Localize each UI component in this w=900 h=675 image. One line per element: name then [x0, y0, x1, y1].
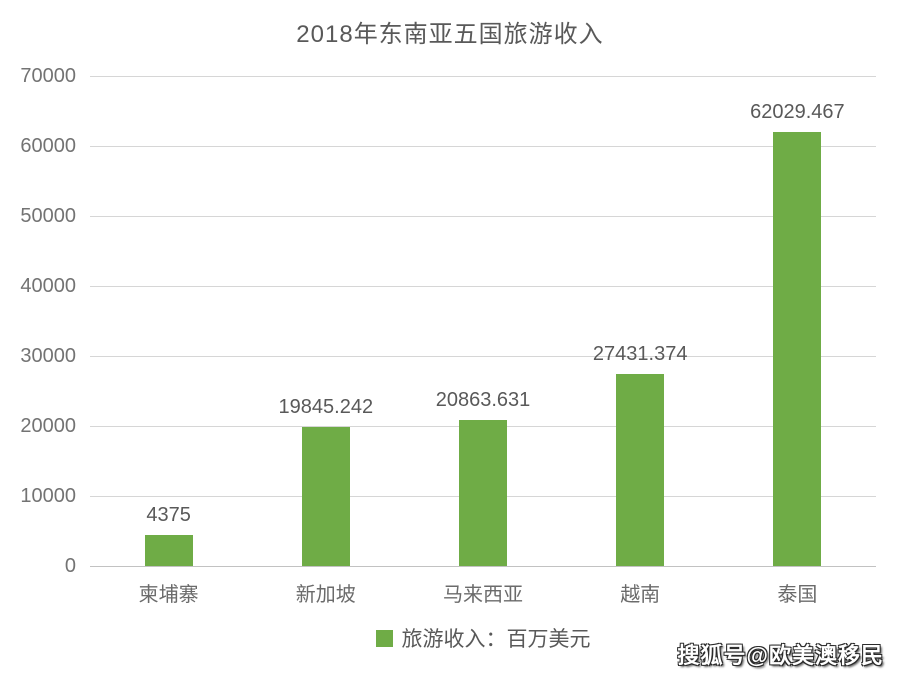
bar-value-label: 62029.467	[750, 100, 845, 123]
watermark: 搜狐号@欧美澳移民	[677, 643, 884, 668]
x-tick-label: 马来西亚	[443, 584, 523, 606]
bar	[616, 373, 665, 566]
y-gridline	[90, 76, 876, 77]
legend-label: 旅游收入：百万美元	[401, 628, 591, 651]
legend-swatch-icon	[375, 629, 393, 647]
y-tick-label: 20000	[20, 415, 76, 437]
y-gridline	[90, 216, 876, 217]
y-tick-label: 10000	[20, 485, 76, 507]
y-tick-label: 60000	[20, 135, 76, 157]
legend: 旅游收入：百万美元	[90, 623, 876, 653]
bar	[773, 131, 822, 566]
y-gridline	[90, 286, 876, 287]
bar-value-label: 19845.242	[278, 396, 374, 419]
x-tick-label: 柬埔寨	[138, 584, 199, 606]
plot-area: 4375 柬埔寨 19845.242 新加坡 20863.631 马来西亚 27431.37…	[90, 76, 876, 606]
x-axis-line	[90, 566, 876, 567]
y-gridline	[90, 356, 876, 357]
bar	[144, 535, 193, 566]
y-tick-label: 50000	[20, 205, 76, 227]
chart-title: 2018年东南亚五国旅游收入	[296, 21, 604, 48]
bar-value-label: 4375	[146, 504, 191, 527]
bar	[459, 419, 507, 566]
x-tick-label: 越南	[620, 584, 661, 606]
y-tick-label: 0	[64, 555, 76, 577]
y-gridline	[90, 146, 876, 147]
x-tick-label: 新加坡	[295, 584, 356, 606]
bar-value-label: 27431.374	[592, 342, 688, 365]
x-tick-label: 泰国	[777, 584, 818, 606]
bar-value-label: 20863.631	[435, 388, 531, 411]
bar	[301, 427, 350, 566]
y-tick-label: 40000	[20, 275, 76, 297]
y-tick-label: 70000	[20, 65, 76, 87]
y-tick-label: 30000	[20, 345, 76, 367]
